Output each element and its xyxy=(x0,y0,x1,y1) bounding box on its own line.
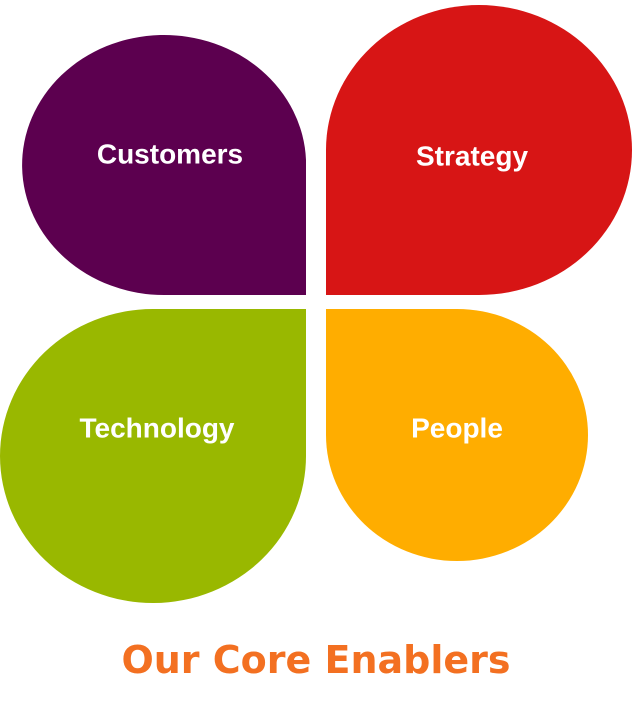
petal-people-label: People xyxy=(411,412,503,443)
petal-customers xyxy=(22,35,307,296)
petal-people xyxy=(326,309,588,561)
petal-technology xyxy=(0,309,307,603)
petal-technology-label: Technology xyxy=(79,412,234,443)
petal-customers-label: Customers xyxy=(97,138,243,169)
core-enablers-diagram: Customers Strategy Technology People xyxy=(0,5,632,603)
petal-strategy xyxy=(326,5,632,295)
diagram-caption: Our Core Enablers xyxy=(121,638,511,682)
petal-strategy-label: Strategy xyxy=(416,140,528,171)
